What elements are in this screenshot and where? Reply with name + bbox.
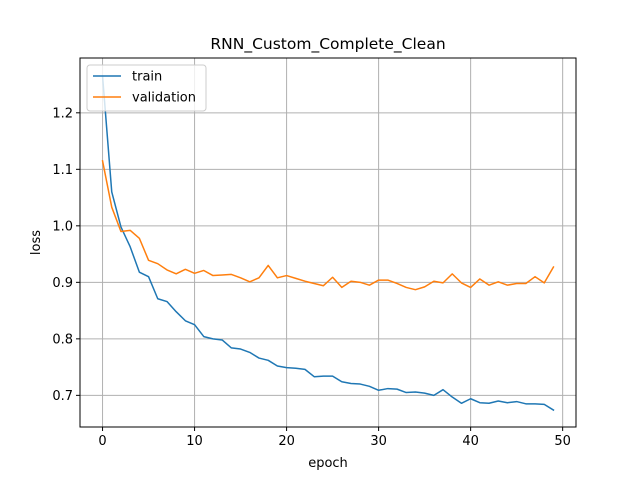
x-tick-label: 0 [98,434,106,449]
series-line-train [101,75,555,412]
series-lines [101,75,555,412]
grid [80,58,576,427]
x-axis: 0 10 20 30 40 50 [98,427,571,449]
x-tick-label: 50 [554,434,571,449]
y-axis-label: loss [29,230,44,255]
y-tick-label: 0.9 [52,276,73,291]
legend-label-validation: validation [132,91,196,106]
x-tick-label: 30 [370,434,387,449]
legend: train validation [86,64,207,112]
y-tick-label: 1.1 [52,163,73,178]
y-tick-label: 1.0 [52,219,73,234]
x-axis-label: epoch [308,456,348,471]
y-tick-label: 1.2 [52,106,73,121]
plot-frame [79,57,577,428]
series-line-validation [101,159,555,291]
chart-title: RNN_Custom_Complete_Clean [210,35,445,54]
y-tick-label: 0.8 [52,332,73,347]
x-tick-label: 40 [462,434,479,449]
y-axis: 0.7 0.8 0.9 1.0 1.1 1.2 [52,106,80,404]
y-tick-label: 0.7 [52,389,73,404]
x-tick-label: 20 [278,434,295,449]
x-tick-label: 10 [186,434,203,449]
legend-label-train: train [132,70,162,85]
